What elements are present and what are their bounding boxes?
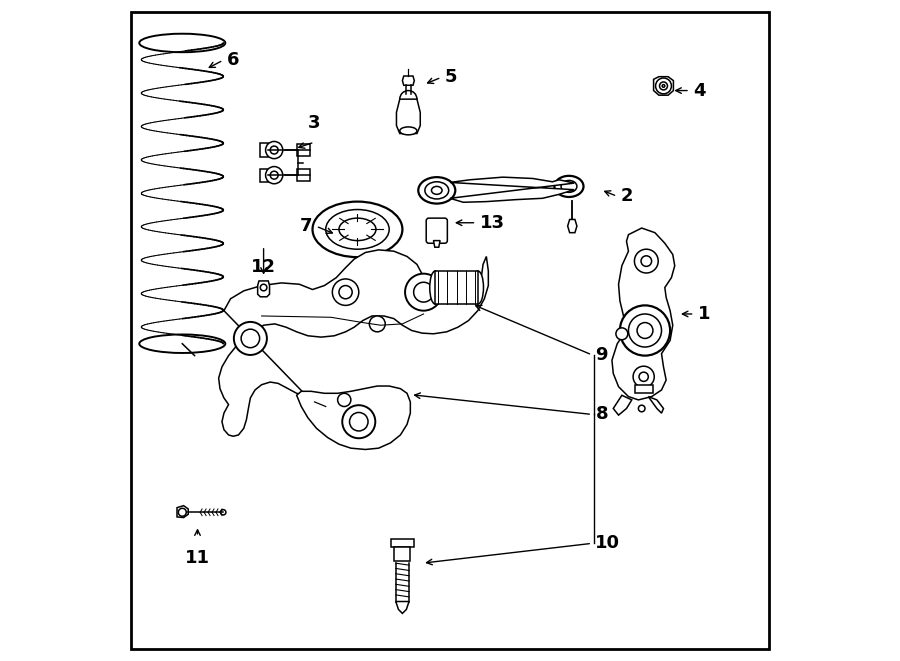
Ellipse shape [140, 34, 225, 52]
Text: 5: 5 [445, 68, 457, 87]
Ellipse shape [339, 218, 376, 241]
Text: 10: 10 [596, 534, 620, 553]
Circle shape [634, 249, 658, 273]
Circle shape [369, 316, 385, 332]
Polygon shape [177, 506, 188, 518]
Circle shape [660, 82, 668, 90]
FancyBboxPatch shape [427, 218, 447, 243]
Text: 13: 13 [480, 214, 505, 232]
Ellipse shape [140, 334, 225, 353]
Polygon shape [613, 395, 632, 415]
Text: 9: 9 [596, 346, 608, 364]
Circle shape [662, 85, 665, 87]
Circle shape [339, 286, 352, 299]
Circle shape [234, 322, 267, 355]
Circle shape [638, 405, 645, 412]
Circle shape [220, 510, 226, 515]
Circle shape [260, 284, 267, 291]
Circle shape [639, 372, 648, 381]
Circle shape [266, 167, 283, 184]
Polygon shape [260, 143, 268, 157]
Text: 3: 3 [308, 114, 320, 132]
Polygon shape [391, 539, 414, 547]
Circle shape [178, 508, 186, 516]
Text: 1: 1 [698, 305, 710, 323]
Circle shape [655, 78, 671, 94]
Text: 8: 8 [596, 405, 608, 424]
Polygon shape [402, 76, 414, 85]
Ellipse shape [429, 271, 441, 304]
Polygon shape [635, 385, 652, 393]
Polygon shape [612, 228, 675, 400]
Text: 12: 12 [251, 258, 276, 276]
Polygon shape [394, 547, 410, 561]
Text: 2: 2 [620, 187, 633, 206]
Circle shape [270, 146, 278, 154]
Ellipse shape [561, 180, 577, 192]
Circle shape [616, 328, 628, 340]
Circle shape [637, 323, 652, 338]
Circle shape [349, 412, 368, 431]
Text: 6: 6 [227, 51, 239, 69]
Ellipse shape [554, 176, 583, 197]
Polygon shape [450, 177, 574, 202]
Circle shape [641, 256, 652, 266]
Polygon shape [653, 77, 673, 95]
Polygon shape [397, 99, 420, 134]
Polygon shape [434, 241, 440, 247]
Circle shape [266, 141, 283, 159]
Circle shape [633, 366, 654, 387]
Circle shape [241, 329, 259, 348]
Polygon shape [257, 281, 269, 297]
Ellipse shape [312, 202, 402, 257]
Circle shape [628, 314, 662, 347]
Circle shape [414, 282, 434, 302]
Ellipse shape [326, 210, 389, 249]
Polygon shape [297, 386, 410, 449]
Ellipse shape [425, 182, 449, 199]
Polygon shape [568, 219, 577, 233]
Polygon shape [297, 144, 310, 156]
Circle shape [620, 305, 670, 356]
Circle shape [270, 171, 278, 179]
Text: 11: 11 [185, 549, 210, 566]
Polygon shape [297, 169, 310, 181]
Circle shape [338, 393, 351, 407]
Circle shape [332, 279, 359, 305]
Ellipse shape [472, 271, 483, 304]
Ellipse shape [431, 186, 442, 194]
Circle shape [342, 405, 375, 438]
Text: 4: 4 [693, 81, 706, 100]
Circle shape [405, 274, 442, 311]
Polygon shape [648, 397, 663, 413]
Ellipse shape [400, 127, 417, 135]
Polygon shape [396, 602, 409, 613]
Polygon shape [260, 169, 268, 182]
Text: 7: 7 [300, 217, 312, 235]
Polygon shape [219, 250, 489, 436]
Circle shape [400, 91, 417, 108]
Ellipse shape [418, 177, 455, 204]
Bar [436, 271, 478, 304]
